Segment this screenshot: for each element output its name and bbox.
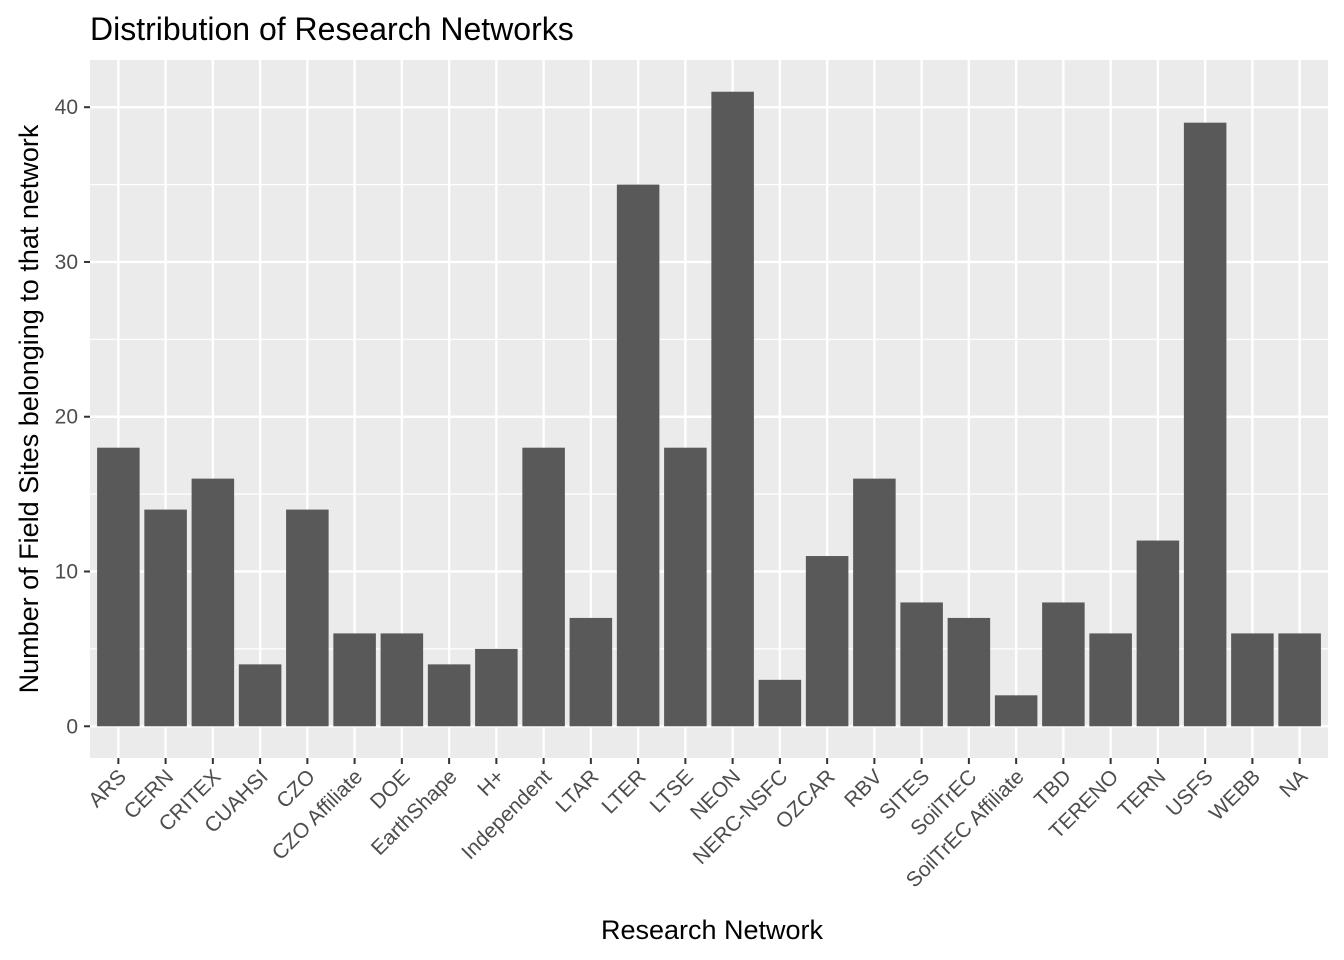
bar xyxy=(711,91,754,727)
bar xyxy=(1278,633,1321,727)
y-tick-label: 0 xyxy=(66,715,78,738)
x-tick-label: LTAR xyxy=(551,765,603,817)
bar xyxy=(522,447,565,727)
bar xyxy=(1089,633,1132,727)
bar xyxy=(144,509,187,727)
x-tick-label: TERN xyxy=(1114,765,1171,822)
bar xyxy=(805,556,849,727)
bars xyxy=(97,91,1321,727)
y-tick-label: 30 xyxy=(55,251,78,274)
x-tick-label: LTER xyxy=(598,765,651,818)
bar xyxy=(1042,602,1085,727)
y-tick-label: 40 xyxy=(55,96,78,119)
y-axis-title: Number of Field Sites belonging to that … xyxy=(14,124,44,693)
x-axis-title: Research Network xyxy=(601,915,824,945)
chart-title: Distribution of Research Networks xyxy=(90,11,574,47)
bar xyxy=(853,478,896,727)
bar xyxy=(1231,633,1274,727)
x-tick-label: NA xyxy=(1275,765,1312,802)
bar xyxy=(97,447,140,727)
bar xyxy=(664,447,707,727)
bar xyxy=(1183,122,1227,727)
bar xyxy=(758,679,802,727)
bar xyxy=(900,602,943,727)
y-tick-label: 20 xyxy=(55,406,78,429)
bar xyxy=(475,648,518,727)
bar xyxy=(191,478,235,727)
y-axis: 0 10 20 30 40 xyxy=(55,96,90,738)
bar xyxy=(1136,540,1180,727)
x-tick-label: WEBB xyxy=(1205,765,1265,825)
bar xyxy=(994,695,1038,727)
bar xyxy=(616,184,660,727)
bar xyxy=(238,664,282,727)
bar xyxy=(286,509,329,727)
bar xyxy=(947,617,991,727)
bar xyxy=(333,633,376,727)
bar xyxy=(569,617,613,727)
bar xyxy=(427,664,471,727)
bar xyxy=(380,633,424,727)
y-tick-label: 10 xyxy=(55,561,78,584)
x-tick-label: H+ xyxy=(473,765,509,801)
